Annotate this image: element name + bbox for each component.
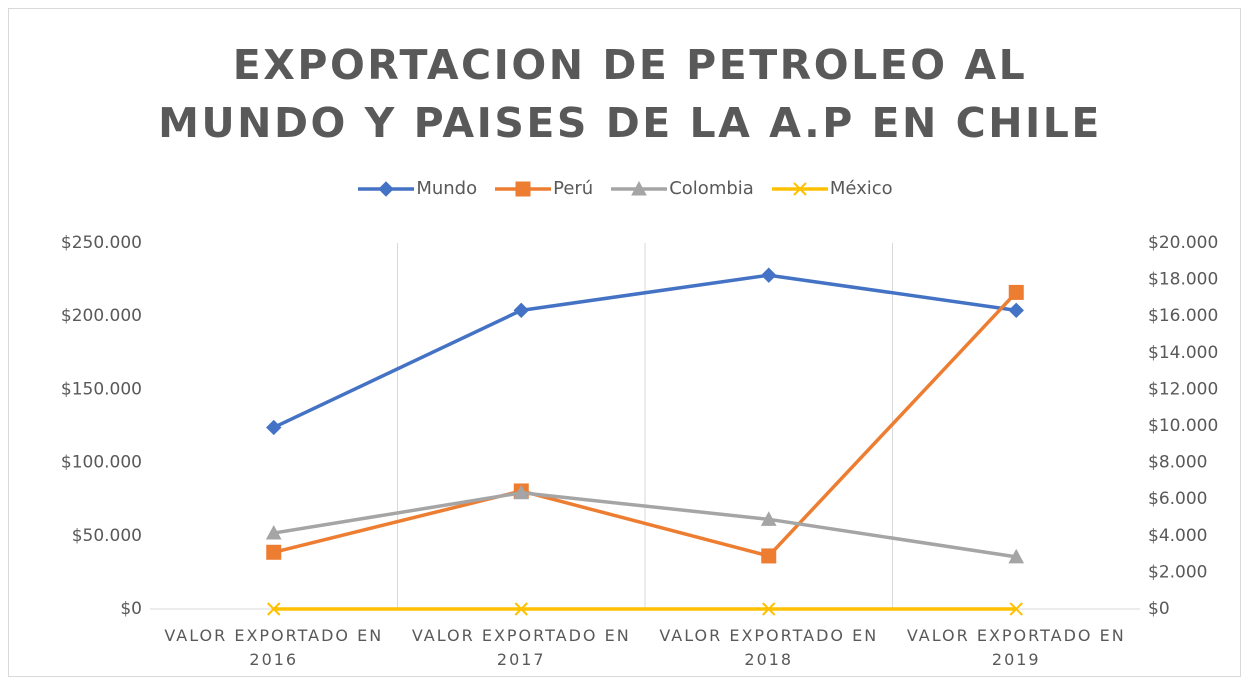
y2-tick-label: $20.000 bbox=[1148, 233, 1218, 253]
y2-tick-label: $8.000 bbox=[1148, 453, 1207, 473]
legend-item: Colombia bbox=[611, 178, 754, 199]
legend-item: México bbox=[771, 178, 893, 199]
marker bbox=[1008, 548, 1025, 564]
legend-label: Mundo bbox=[416, 178, 478, 199]
marker bbox=[378, 180, 395, 197]
y-tick-label: $200.000 bbox=[61, 306, 142, 326]
series-line bbox=[273, 491, 1017, 559]
marker bbox=[266, 544, 282, 560]
marker bbox=[514, 602, 528, 616]
marker bbox=[267, 602, 281, 616]
chart-border bbox=[8, 8, 1241, 677]
y2-tick-label: $12.000 bbox=[1148, 379, 1218, 399]
y-tick-label: $50.000 bbox=[72, 526, 142, 546]
y2-tick-label: $10.000 bbox=[1148, 416, 1218, 436]
marker bbox=[515, 181, 531, 196]
x-tick-label: VALOR EXPORTADO EN 2019 bbox=[906, 626, 1126, 669]
x-tick-label: VALOR EXPORTADO EN 2018 bbox=[659, 626, 879, 669]
legend-item: Mundo bbox=[358, 178, 477, 199]
marker bbox=[760, 511, 777, 526]
legend-label: México bbox=[829, 178, 893, 199]
y2-tick-label: $2.000 bbox=[1148, 562, 1207, 582]
y-tick-label: $150.000 bbox=[61, 379, 142, 399]
y-tick-label: $250.000 bbox=[61, 233, 142, 253]
series-line bbox=[273, 291, 1018, 558]
marker bbox=[761, 267, 777, 283]
legend-label: Perú bbox=[553, 178, 594, 199]
y-tick-label: $0 bbox=[120, 599, 142, 619]
marker bbox=[265, 525, 282, 540]
marker bbox=[513, 302, 529, 319]
marker bbox=[513, 484, 530, 500]
chart-title: EXPORTACION DE PETROLEO AL MUNDO Y PAISE… bbox=[158, 41, 1102, 147]
y2-tick-label: $14.000 bbox=[1148, 343, 1218, 363]
series-line bbox=[273, 273, 1017, 430]
marker bbox=[1008, 302, 1024, 319]
x-tick-label: VALOR EXPORTADO EN 2016 bbox=[164, 626, 384, 669]
legend-swatch bbox=[771, 181, 828, 196]
y2-tick-label: $0 bbox=[1148, 599, 1170, 619]
marker bbox=[793, 181, 807, 196]
y2-tick-label: $18.000 bbox=[1148, 270, 1218, 290]
marker bbox=[1009, 602, 1023, 616]
marker bbox=[631, 180, 648, 195]
y2-tick-label: $4.000 bbox=[1148, 526, 1207, 546]
marker bbox=[1008, 284, 1024, 300]
y2-tick-label: $16.000 bbox=[1148, 306, 1218, 326]
y-tick-label: $100.000 bbox=[61, 453, 142, 473]
marker bbox=[762, 602, 776, 616]
legend-item: Perú bbox=[495, 178, 593, 199]
legend-swatch bbox=[611, 180, 668, 195]
marker bbox=[761, 548, 777, 564]
legend: Mundo Perú Colombia México bbox=[0, 178, 1251, 199]
marker bbox=[266, 419, 282, 436]
legend-swatch bbox=[495, 181, 552, 196]
y2-tick-label: $6.000 bbox=[1148, 489, 1207, 509]
legend-label: Colombia bbox=[669, 178, 754, 199]
x-tick-label: VALOR EXPORTADO EN 2017 bbox=[411, 626, 631, 669]
legend-swatch bbox=[358, 180, 415, 197]
